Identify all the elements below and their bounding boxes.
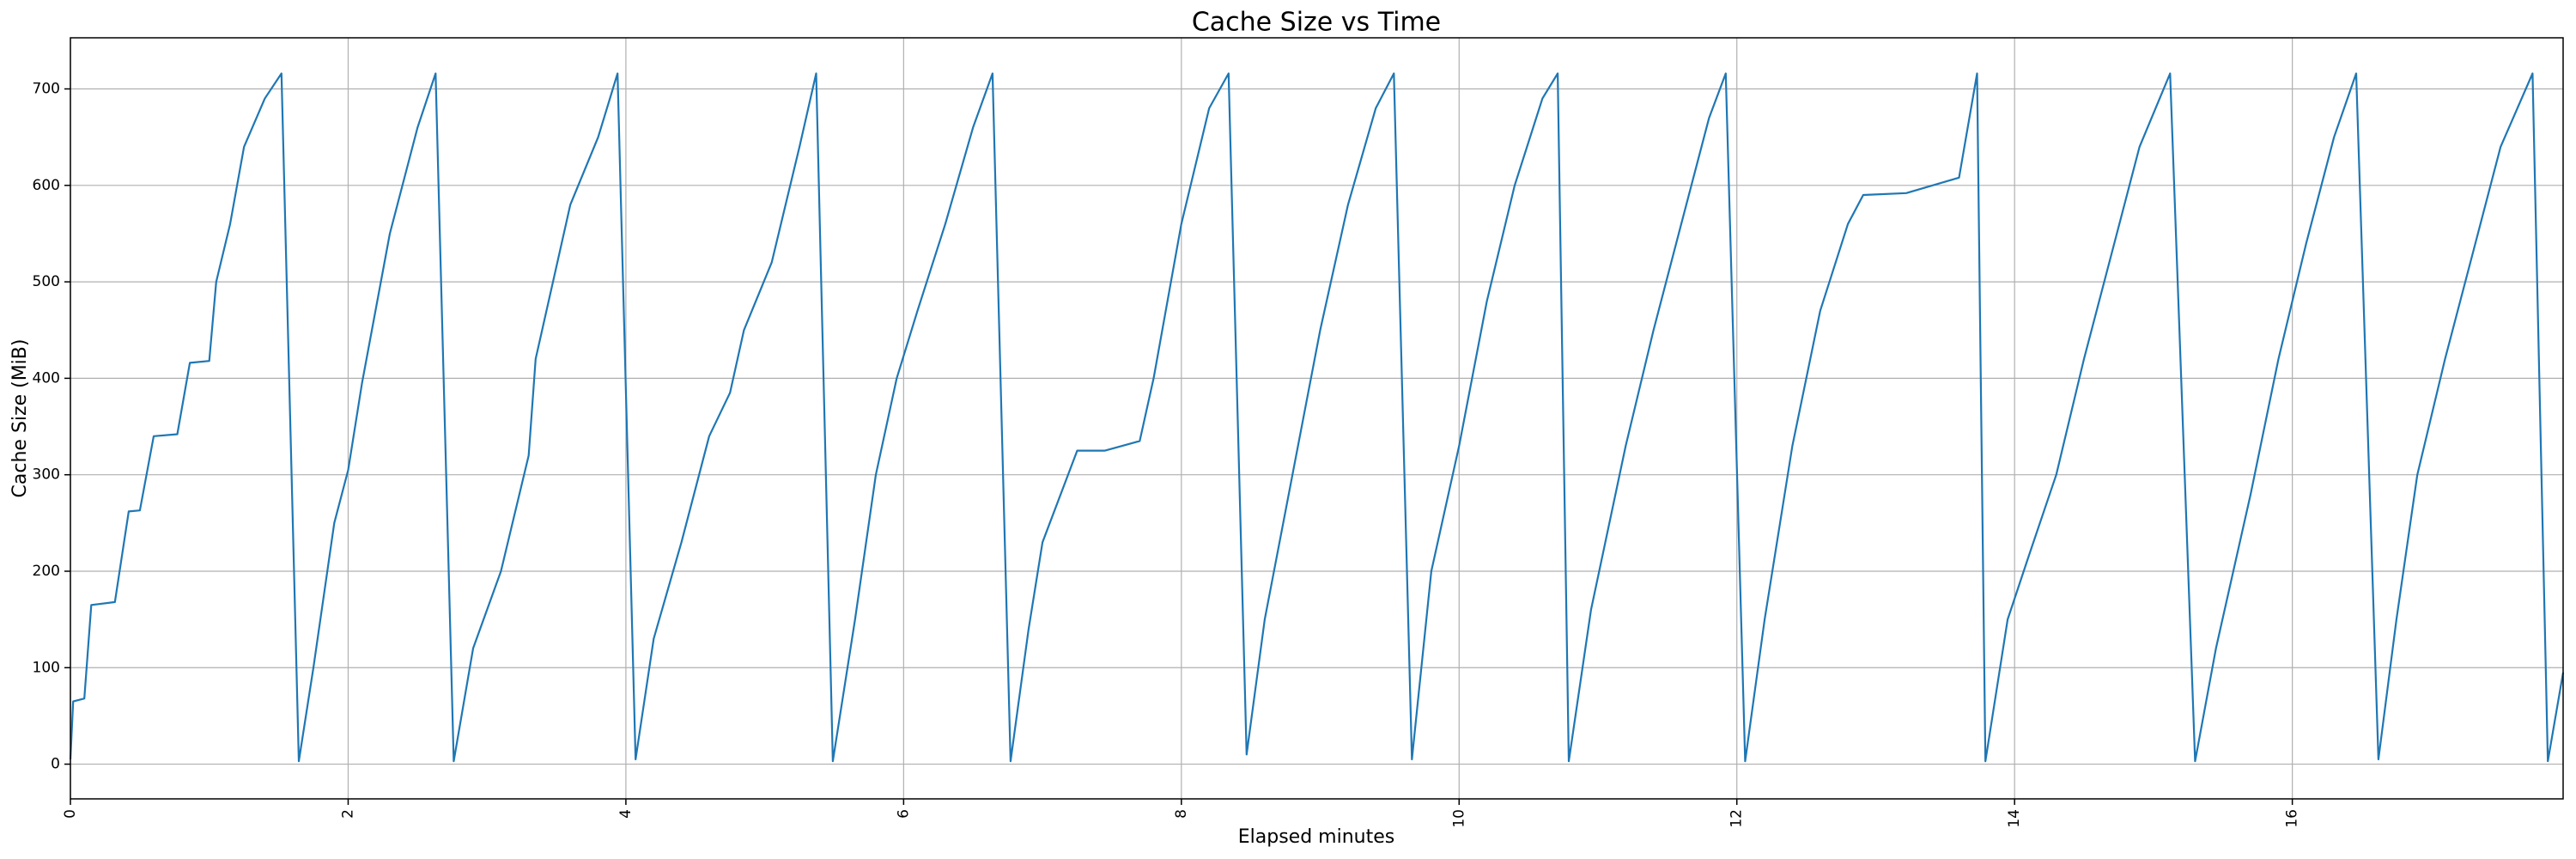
y-axis-label: Cache Size (MiB) (9, 339, 31, 498)
x-tick-label: 12 (1728, 809, 1746, 828)
chart-title: Cache Size vs Time (1192, 8, 1441, 38)
y-tick-label: 400 (33, 369, 60, 387)
x-tick-label: 10 (1450, 809, 1467, 828)
x-tick-label: 6 (895, 809, 912, 819)
y-tick-label: 0 (51, 756, 60, 773)
y-tick-label: 200 (33, 563, 60, 580)
y-tick-label: 700 (33, 81, 60, 98)
x-tick-label: 16 (2284, 809, 2301, 828)
x-tick-label: 0 (62, 809, 79, 819)
y-tick-label: 500 (33, 273, 60, 290)
x-tick-label: 8 (1173, 809, 1190, 819)
grid (70, 38, 2563, 799)
y-tick-label: 100 (33, 659, 60, 676)
y-tick-label: 300 (33, 466, 60, 484)
plot (69, 72, 2565, 763)
x-tick-label: 14 (2006, 809, 2023, 828)
axes-frame (70, 37, 2564, 800)
x-tick-label: 2 (339, 809, 356, 819)
line-series (69, 72, 2565, 763)
x-axis-label: Elapsed minutes (1238, 826, 1394, 848)
y-tick-label: 600 (33, 177, 60, 194)
x-tick-label: 4 (617, 809, 635, 819)
